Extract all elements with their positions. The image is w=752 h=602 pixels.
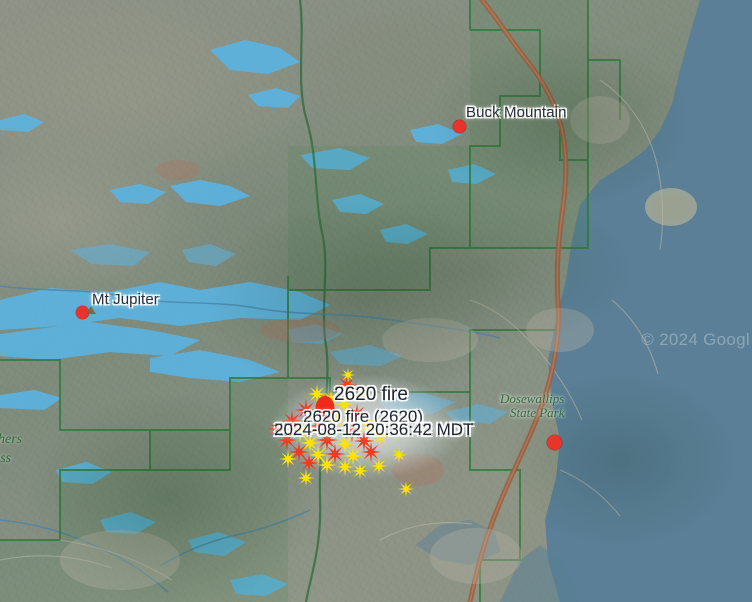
fire-detection-marker[interactable] — [326, 411, 346, 431]
park-label-line1: Dosewallips — [500, 391, 565, 406]
wilderness-label-line2: ess — [0, 451, 12, 466]
fire-detection-marker[interactable] — [297, 469, 315, 487]
fire-detection-marker[interactable] — [288, 441, 310, 463]
fire-title-label: 2620 fire — [334, 384, 408, 405]
fire-detection-marker[interactable] — [335, 457, 355, 477]
mt-jupiter-dot[interactable] — [76, 306, 89, 319]
fire-timestamp-label: 2024-08-12 20:36:42 MDT — [274, 420, 474, 439]
fire-detection-marker[interactable] — [370, 427, 390, 447]
fire-detection-marker[interactable] — [351, 462, 369, 480]
fire-detection-marker[interactable] — [390, 446, 408, 464]
fire-detection-marker[interactable] — [358, 415, 378, 435]
fire-detection-marker[interactable] — [340, 367, 356, 383]
fire-detection-marker[interactable] — [356, 384, 372, 400]
wilderness-label-line1: hers — [0, 432, 23, 447]
fire-detection-marker[interactable] — [294, 398, 318, 422]
fire-detection-marker[interactable] — [299, 432, 321, 454]
fire-detection-marker[interactable] — [317, 455, 337, 475]
fire-detection-marker[interactable] — [397, 480, 415, 498]
fire-detection-marker[interactable] — [336, 374, 358, 396]
buck-mountain-dot[interactable] — [453, 120, 466, 133]
fire-detection-marker[interactable] — [334, 394, 354, 414]
label-brothers-wilderness: hers ess — [0, 430, 22, 468]
mountain-peak-icon — [86, 306, 96, 314]
fire-detection-marker[interactable] — [340, 420, 364, 444]
dosewallips-poi-dot[interactable] — [547, 435, 562, 450]
fire-detection-marker[interactable] — [299, 453, 319, 473]
fire-detection-marker[interactable] — [281, 410, 303, 432]
fire-detection-marker[interactable] — [289, 421, 311, 443]
label-mt-jupiter: Mt Jupiter — [92, 291, 159, 308]
map-attribution: © 2024 Googl — [641, 330, 750, 349]
fire-detection-marker[interactable] — [315, 428, 339, 452]
fire-detection-marker[interactable] — [360, 441, 382, 463]
park-label-line2: State Park — [510, 405, 565, 420]
fire-detection-marker[interactable] — [343, 446, 363, 466]
fire-detection-marker[interactable] — [370, 457, 388, 475]
fire-detection-marker[interactable] — [353, 430, 375, 452]
fire-detection-marker[interactable] — [278, 449, 298, 469]
fire-detection-marker[interactable] — [307, 415, 329, 437]
label-buck-mountain: Buck Mountain — [466, 104, 567, 121]
label-dosewallips-state-park: Dosewallips State Park — [500, 392, 565, 420]
fire-origin-marker[interactable] — [315, 396, 335, 418]
fire-detection-marker[interactable] — [324, 443, 346, 465]
fire-subtitle-label: 2620 fire (2620) — [303, 407, 424, 426]
fire-detection-marker[interactable] — [267, 420, 285, 438]
